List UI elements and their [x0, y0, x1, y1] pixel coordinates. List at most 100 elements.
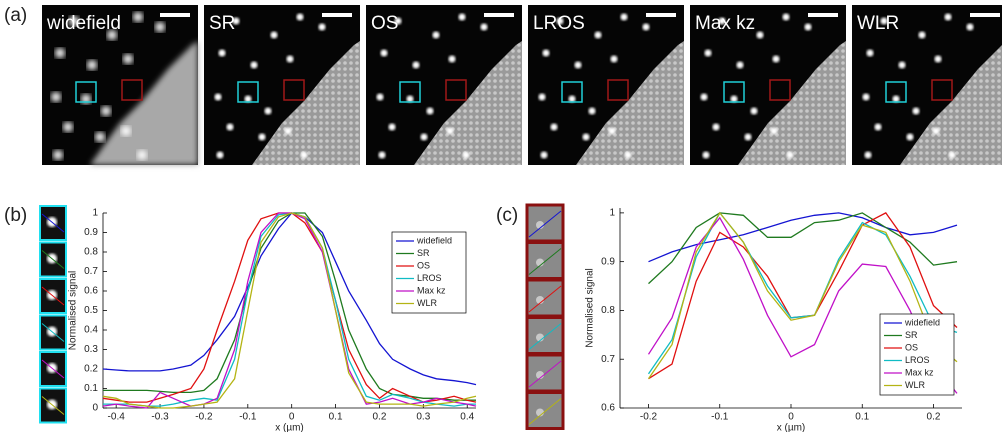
- y-tick-label: 0.1: [84, 383, 98, 394]
- thumb-c: [527, 355, 563, 391]
- particle: [745, 134, 752, 141]
- particle: [609, 128, 616, 135]
- particle: [271, 32, 278, 39]
- particle: [919, 32, 926, 39]
- y-tick-label: 0.3: [84, 344, 98, 355]
- y-axis-label: Normalised signal: [68, 271, 79, 350]
- particle: [63, 122, 73, 132]
- micrograph: OS: [366, 5, 522, 165]
- legend-label: OS: [417, 260, 430, 270]
- legend-label: OS: [905, 342, 918, 352]
- y-tick-label: 0.9: [601, 256, 615, 267]
- legend-label: WLR: [417, 298, 438, 308]
- y-tick-label: 0.9: [84, 227, 98, 238]
- y-tick-label: 0.7: [84, 266, 98, 277]
- x-axis-label: x (µm): [275, 423, 304, 432]
- x-tick-label: 0: [289, 412, 295, 423]
- y-tick-label: 0.6: [84, 286, 98, 297]
- particle: [713, 124, 720, 131]
- image-label: widefield: [46, 13, 121, 34]
- scale-bar: [808, 13, 838, 17]
- particle: [945, 14, 952, 21]
- thumb-c: [527, 205, 563, 241]
- particle: [875, 124, 882, 131]
- particle: [123, 54, 133, 64]
- panel-label: (a): [4, 5, 27, 26]
- particle: [101, 106, 111, 116]
- particle: [285, 128, 292, 135]
- particle: [95, 132, 105, 142]
- particle: [217, 152, 224, 159]
- scale-bar: [322, 13, 352, 17]
- image-label: LROS: [533, 13, 585, 34]
- legend-label: SR: [905, 330, 918, 340]
- image-label: OS: [371, 13, 398, 34]
- x-tick-label: -0.1: [239, 412, 257, 423]
- y-tick-label: 0.6: [601, 403, 615, 414]
- image-label: Max kz: [695, 13, 755, 34]
- particle: [379, 152, 386, 159]
- legend-label: Max kz: [417, 285, 446, 295]
- particle: [935, 56, 942, 63]
- particle: [219, 50, 226, 57]
- particle: [227, 124, 234, 131]
- series-line: [649, 213, 958, 262]
- particle: [137, 150, 147, 160]
- particle: [265, 108, 272, 115]
- particle: [449, 56, 456, 63]
- panel-label: (c): [496, 205, 518, 226]
- x-tick-label: 0.1: [855, 412, 869, 423]
- x-tick-label: -0.2: [640, 412, 658, 423]
- legend-label: SR: [417, 248, 430, 258]
- particle: [55, 48, 65, 58]
- particle: [287, 56, 294, 63]
- particle: [133, 12, 143, 22]
- particle: [463, 152, 470, 159]
- particle: [121, 126, 131, 136]
- image-label: SR: [209, 13, 235, 34]
- y-tick-label: 1: [92, 208, 98, 219]
- micrograph: SR: [204, 5, 360, 165]
- particle: [751, 108, 758, 115]
- y-tick-label: 0: [92, 403, 98, 414]
- x-tick-label: 0.3: [416, 412, 430, 423]
- particle: [481, 24, 488, 31]
- particle: [301, 152, 308, 159]
- particle: [427, 108, 434, 115]
- legend-label: WLR: [905, 380, 926, 390]
- particle: [541, 152, 548, 159]
- micrograph: widefield: [42, 5, 198, 165]
- particle: [589, 108, 596, 115]
- particle: [933, 128, 940, 135]
- particle: [297, 14, 304, 21]
- particle: [611, 56, 618, 63]
- particle: [787, 152, 794, 159]
- particle: [459, 14, 466, 21]
- x-tick-label: -0.3: [151, 412, 169, 423]
- scale-bar: [484, 13, 514, 17]
- particle: [625, 152, 632, 159]
- x-tick-label: 0.2: [373, 412, 387, 423]
- particle: [773, 56, 780, 63]
- particle: [381, 50, 388, 57]
- panel-label: (b): [4, 205, 27, 226]
- legend-label: LROS: [417, 273, 442, 283]
- particle: [87, 60, 97, 70]
- particle: [259, 134, 266, 141]
- y-tick-label: 0.7: [601, 354, 615, 365]
- particle: [539, 94, 546, 101]
- particle: [865, 152, 872, 159]
- particle: [155, 22, 165, 32]
- particle: [771, 128, 778, 135]
- x-tick-label: -0.1: [711, 412, 729, 423]
- particle: [867, 50, 874, 57]
- scale-bar: [970, 13, 1000, 17]
- particle: [447, 128, 454, 135]
- particle: [783, 14, 790, 21]
- particle: [251, 62, 258, 69]
- particle: [701, 94, 708, 101]
- x-tick-label: 0.1: [329, 412, 343, 423]
- particle: [703, 152, 710, 159]
- thumb-c: [527, 280, 563, 316]
- y-tick-label: 0.4: [84, 325, 98, 336]
